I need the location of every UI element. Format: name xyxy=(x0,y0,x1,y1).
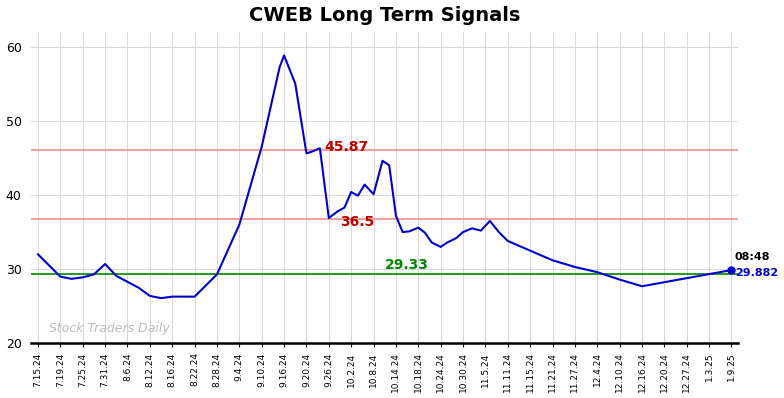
Text: 29.882: 29.882 xyxy=(735,268,778,278)
Title: CWEB Long Term Signals: CWEB Long Term Signals xyxy=(249,6,521,25)
Text: 45.87: 45.87 xyxy=(325,140,368,154)
Text: 08:48: 08:48 xyxy=(735,252,771,262)
Text: 29.33: 29.33 xyxy=(385,258,429,272)
Text: Stock Traders Daily: Stock Traders Daily xyxy=(49,322,170,335)
Text: 36.5: 36.5 xyxy=(340,215,374,229)
